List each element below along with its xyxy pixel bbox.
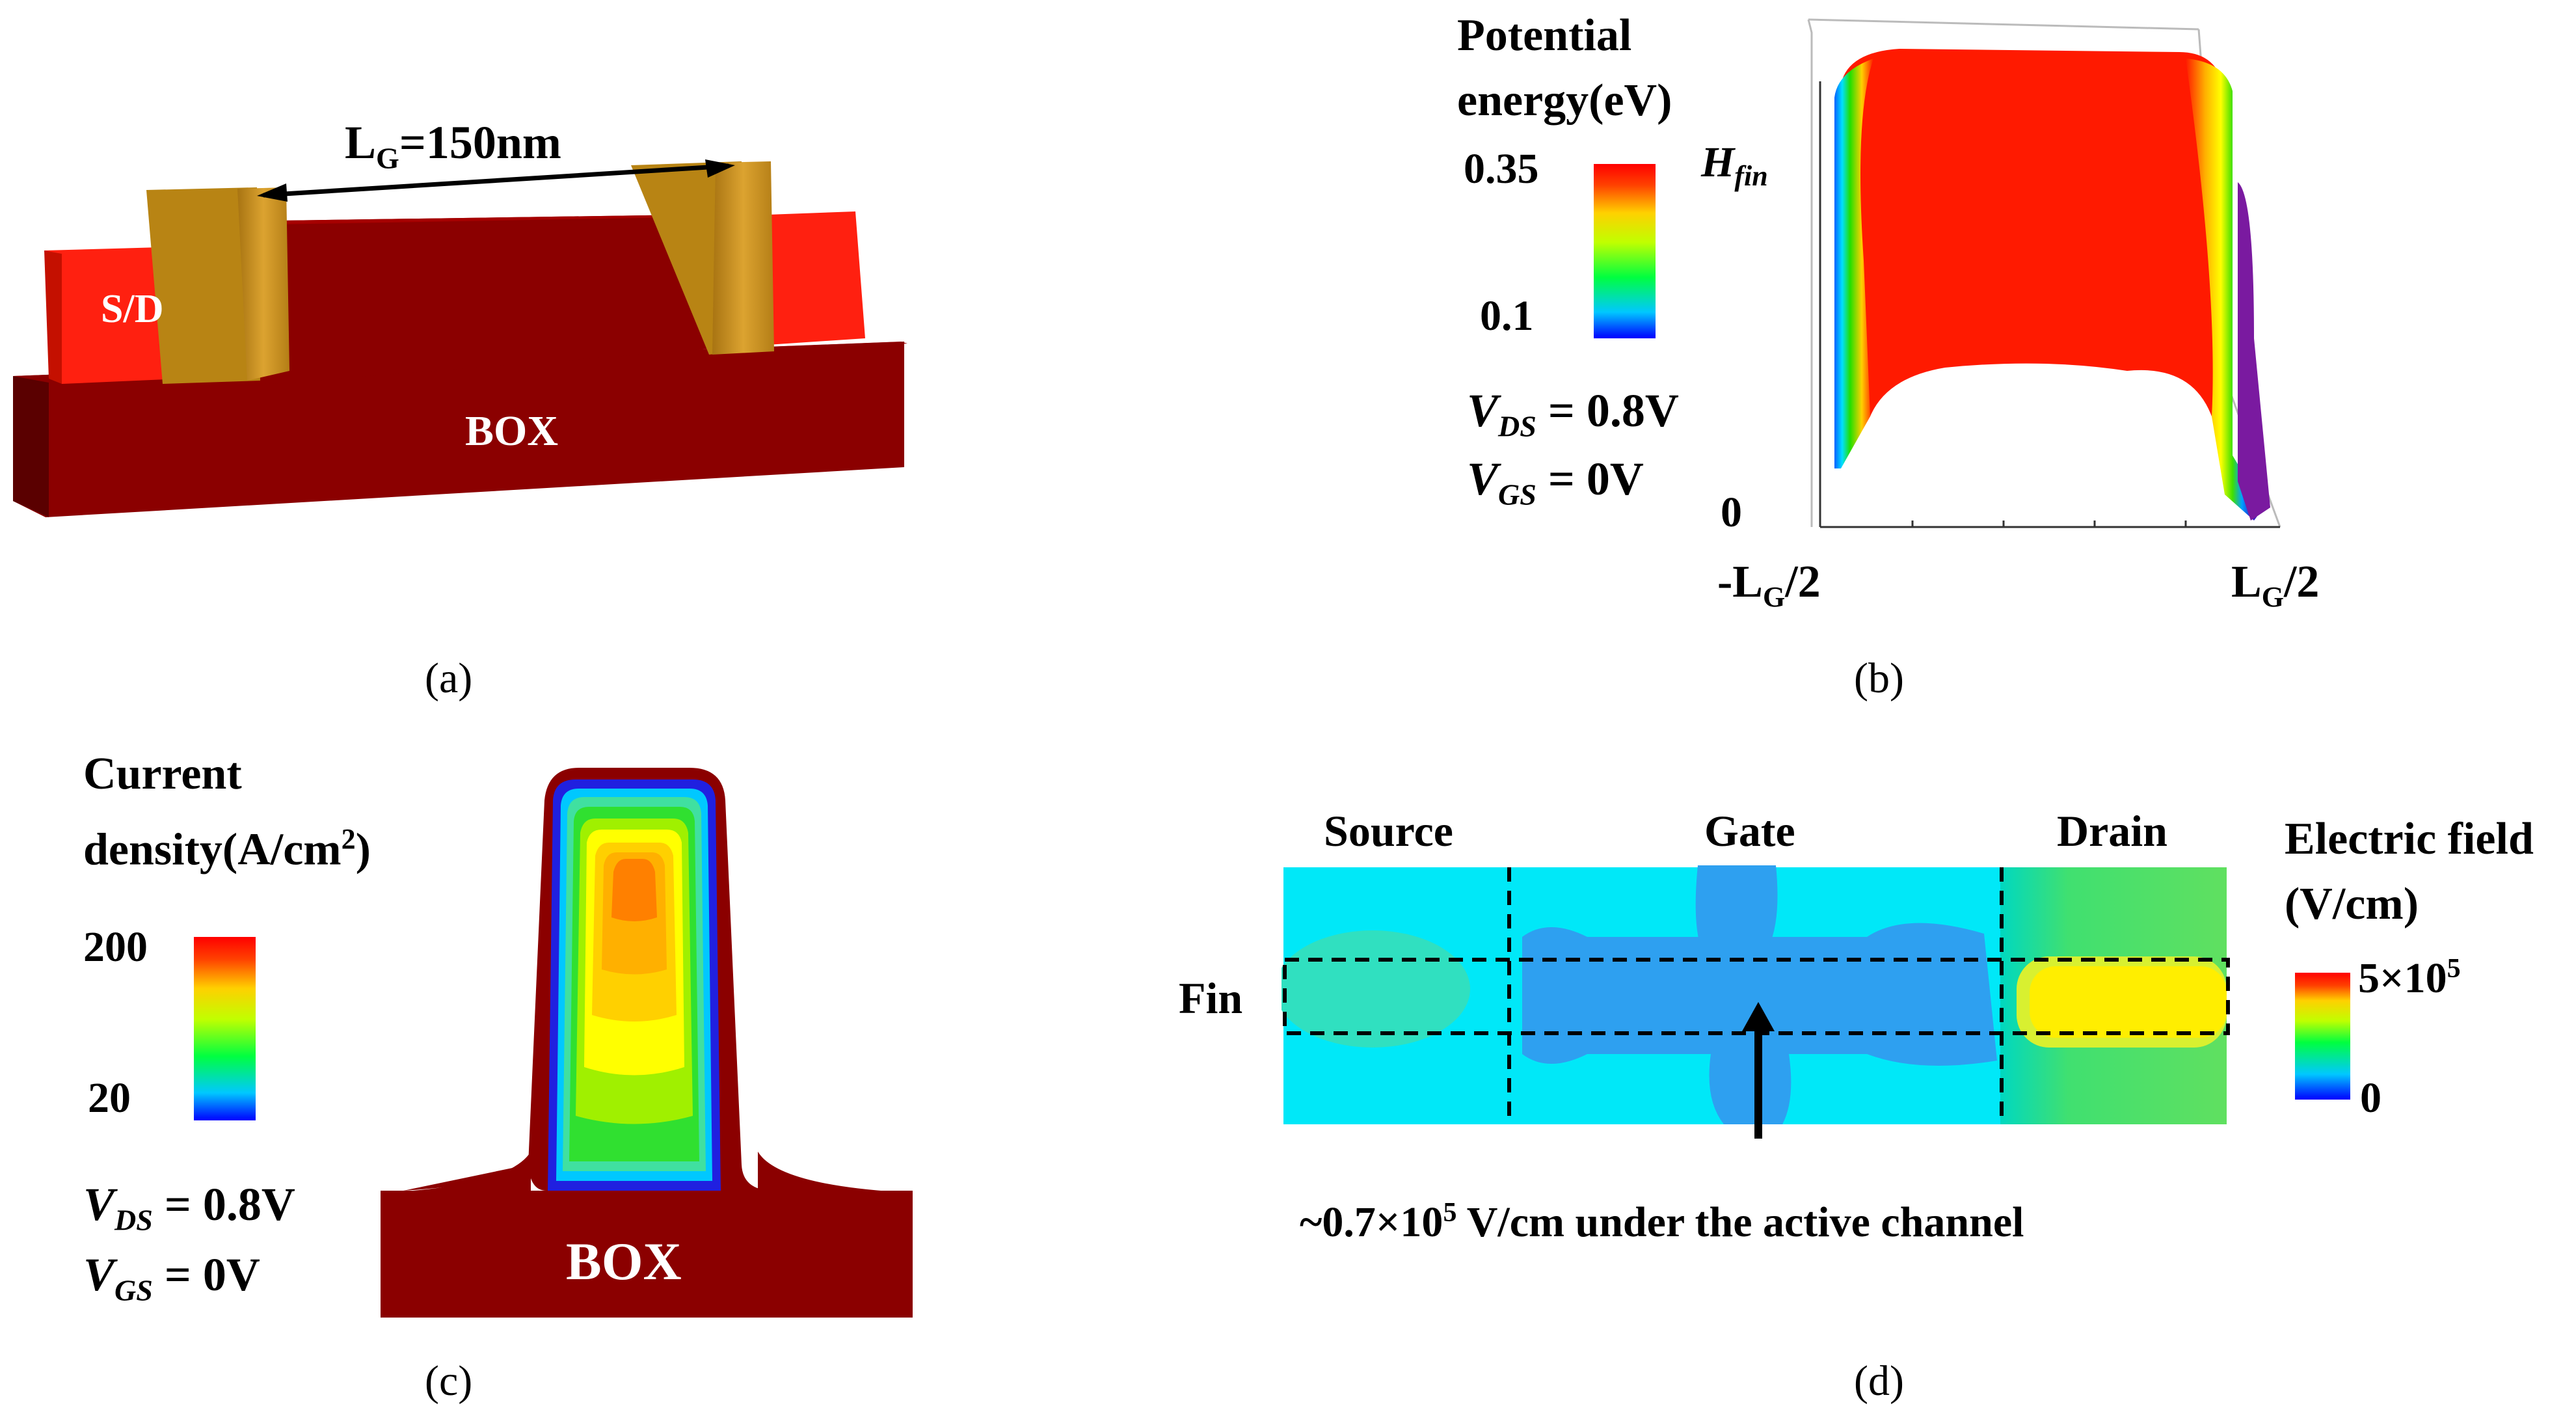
electric-field-map: [1281, 865, 2230, 1139]
region-drain-label: Drain: [2057, 806, 2167, 856]
sd-label: S/D: [101, 287, 164, 331]
box-side-face: [13, 376, 49, 517]
potential-legend-min: 0.1: [1480, 292, 1534, 340]
frame-top: [1808, 18, 2199, 31]
gate-length-arrowhead-right: [705, 159, 735, 178]
current-legend-min: 20: [88, 1074, 131, 1122]
fin-top: [234, 215, 716, 224]
potential-legend-title: Potential energy(eV): [1457, 10, 1672, 126]
current-legend-title: Current density(A/cm2): [83, 749, 371, 875]
gate-left-front: [237, 187, 289, 381]
caption-a: (a): [425, 655, 473, 702]
field-legend-min: 0: [2360, 1074, 2381, 1122]
caption-d: (d): [1854, 1357, 1904, 1405]
field-legend-max: 5×105: [2358, 954, 2461, 1002]
frame-back-left: [1807, 19, 1813, 527]
gate-bottom-field: [1709, 1054, 1791, 1124]
sd-left-side: [44, 250, 62, 384]
fin-body: [234, 215, 719, 384]
field-legend-title: Electric field (V/cm): [2285, 814, 2534, 929]
fin-skirt-c-right: [758, 1152, 898, 1192]
gate-length-arrow: [263, 163, 729, 198]
surface-red: [1841, 49, 2225, 449]
box-label-a: BOX: [465, 407, 559, 455]
vgs-label-b: VGS = 0V: [1467, 453, 1644, 511]
annotation-arrowhead: [1742, 1002, 1775, 1031]
vgs-label-c: VGS = 0V: [83, 1249, 260, 1307]
gate-length-label: LG=150nm: [345, 116, 561, 175]
region-gate-label: Gate: [1704, 806, 1795, 856]
potential-surface-plot: [1807, 18, 2281, 528]
caption-c: (c): [425, 1357, 473, 1405]
gate-length-arrowhead-left: [257, 183, 288, 202]
surface-right-drop: [2238, 182, 2270, 521]
z-top-label: Hfin: [1701, 139, 1768, 193]
fin-cross-section: [381, 768, 913, 1318]
x-right-label: LG/2: [2231, 557, 2320, 613]
fin-label: Fin: [1179, 973, 1243, 1023]
box-label-c: BOX: [566, 1232, 682, 1291]
surface-right-edge: [2186, 59, 2264, 521]
panel-a-figure: [13, 159, 907, 517]
gate-left-side: [146, 187, 260, 384]
field-annotation: ~0.7×105 V/cm under the active channel: [1300, 1198, 2024, 1246]
field-colorbar: [2295, 973, 2350, 1100]
source-field-blob: [1281, 930, 1470, 1048]
gate-top-field: [1695, 865, 1778, 956]
gate-right-front: [712, 161, 774, 355]
drain-peak-field: [2030, 966, 2227, 1038]
vds-label-b: VDS = 0.8V: [1467, 385, 1679, 443]
caption-b: (b): [1854, 655, 1904, 702]
sd-right: [768, 211, 865, 345]
fin-skirt-c: [397, 1152, 531, 1192]
current-colorbar: [194, 937, 256, 1120]
box-front-face: [13, 342, 904, 517]
vds-label-c: VDS = 0.8V: [83, 1178, 295, 1237]
surface-left-edge: [1834, 59, 1873, 468]
region-source-label: Source: [1324, 806, 1453, 856]
contour-orange: [611, 859, 657, 921]
z-zero-label: 0: [1721, 489, 1742, 536]
current-legend-max: 200: [83, 923, 148, 971]
box-c: [381, 1191, 913, 1318]
potential-colorbar: [1594, 164, 1656, 338]
x-left-label: -LG/2: [1717, 557, 1821, 613]
potential-legend-max: 0.35: [1464, 145, 1539, 193]
